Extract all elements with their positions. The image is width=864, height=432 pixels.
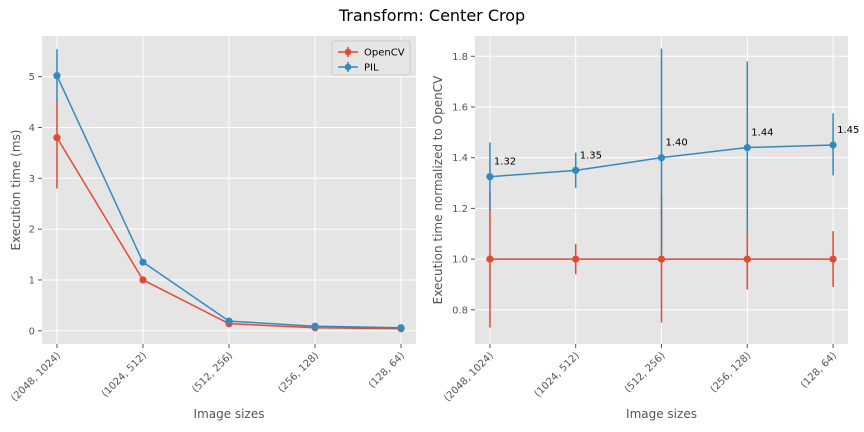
- y-tick-label: 1.4: [452, 153, 468, 164]
- y-tick-label: 1.6: [452, 102, 468, 113]
- y-tick-label: 1.8: [452, 52, 468, 63]
- y-tick-label: 0.8: [452, 305, 468, 316]
- data-label: 1.45: [837, 125, 859, 136]
- y-tick-label: 4: [29, 123, 35, 134]
- x-tick-label: (256, 128): [276, 350, 321, 395]
- data-point: [139, 258, 147, 266]
- x-tick-label: (512, 256): [623, 350, 668, 395]
- y-axis-label: Execution time normalized to OpenCV: [431, 75, 445, 304]
- legend-label: OpenCV: [364, 48, 405, 59]
- y-tick-label: 1.0: [452, 255, 468, 266]
- y-tick-label: 0: [29, 326, 35, 337]
- data-point: [311, 322, 319, 330]
- y-tick-label: 1.2: [452, 204, 468, 215]
- y-tick-label: 5: [29, 72, 35, 83]
- data-label: 1.40: [666, 138, 688, 149]
- data-point: [397, 324, 405, 332]
- legend-marker: [344, 63, 352, 71]
- legend-marker: [344, 48, 352, 56]
- x-tick-label: (1024, 512): [100, 350, 149, 399]
- x-axis-label: Image sizes: [626, 407, 697, 421]
- data-point: [829, 255, 837, 263]
- x-tick-label: (2048, 1024): [9, 350, 63, 404]
- legend: OpenCV PIL: [331, 40, 411, 76]
- x-tick-label: (1024, 512): [533, 350, 582, 399]
- series-opencv: [486, 190, 837, 328]
- x-axis-label: Image sizes: [194, 407, 265, 421]
- data-point: [53, 134, 61, 142]
- x-tick-label: (128, 64): [799, 350, 839, 390]
- x-tick-label: (2048, 1024): [442, 350, 496, 404]
- x-tick-label: (128, 64): [367, 350, 407, 390]
- data-point: [572, 255, 580, 263]
- figure-title: Transform: Center Crop: [338, 6, 525, 25]
- panel-execution-time: 0 1 2 3 4 5 (2048, 1024) (1024, 512) (512, 256) (…: [9, 36, 416, 421]
- data-label: 1.44: [751, 128, 773, 139]
- data-point: [657, 154, 666, 162]
- data-label: 1.35: [580, 150, 602, 161]
- data-point: [829, 141, 837, 149]
- data-point: [743, 255, 751, 263]
- legend-label: PIL: [364, 63, 379, 74]
- x-tick-label: (512, 256): [190, 350, 235, 395]
- data-point: [572, 166, 580, 174]
- x-tick-label: (256, 128): [709, 350, 754, 395]
- data-point: [743, 143, 751, 152]
- panel-normalized-time: 0.8 1.0 1.2 1.4 1.6 1.8 (2048, 1024) (1024, 512…: [431, 36, 859, 421]
- y-tick-label: 3: [29, 174, 35, 185]
- data-label: 1.32: [494, 157, 516, 168]
- series-pil: [53, 49, 405, 332]
- data-point: [486, 173, 494, 181]
- y-tick-label: 2: [29, 225, 35, 236]
- data-point: [225, 317, 233, 325]
- data-point: [486, 255, 494, 263]
- data-point: [139, 276, 147, 284]
- y-tick-label: 1: [29, 275, 35, 286]
- data-point: [53, 72, 61, 80]
- data-point: [657, 255, 666, 263]
- y-axis-label: Execution time (ms): [9, 130, 23, 251]
- series-pil: [486, 48, 837, 255]
